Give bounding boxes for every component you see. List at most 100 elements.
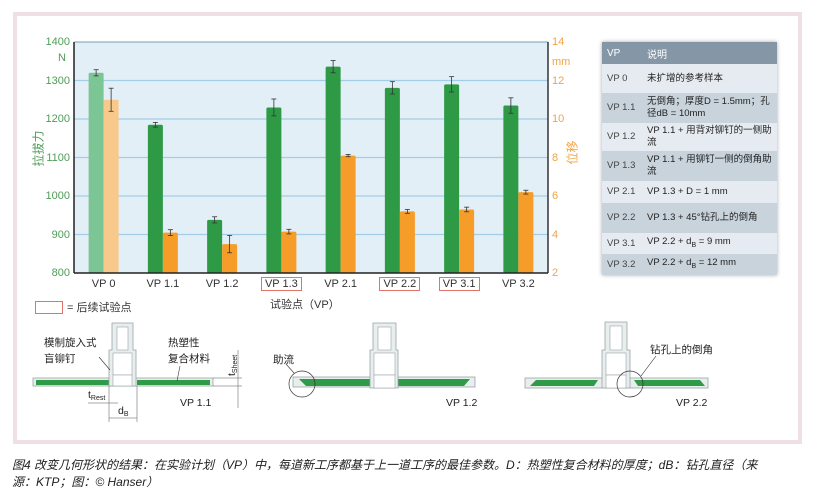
rivet-label-line2: 盲铆钉 — [44, 352, 76, 365]
row-desc: VP 1.1 + 用背对铆钉的一侧助流 — [642, 123, 777, 151]
rivet-inner-top — [116, 326, 129, 351]
material-leader-line — [176, 365, 181, 382]
table-row: VP 3.1 VP 2.2 + dB = 9 mm — [602, 233, 777, 254]
x-tick-label: VP 3.2 — [501, 278, 535, 290]
rivet-inner-bottom — [373, 374, 396, 389]
row-desc: VP 1.1 + 用铆钉一侧的倒角助流 — [642, 151, 777, 181]
right-tick-label: 2 — [552, 267, 559, 279]
x-tick-label: VP 1.3 — [253, 277, 309, 291]
left-tick-label: 1000 — [45, 190, 70, 202]
figure-caption: 图4 改变几何形状的结果：在实验计划（VP）中，每道新工序都基于上一道工序的最佳… — [12, 457, 804, 491]
row-vp: VP 2.2 — [602, 203, 642, 233]
right-tick-label: 10 — [552, 113, 565, 125]
row-vp: VP 3.2 — [602, 254, 642, 275]
desc-subscript: B — [691, 262, 697, 270]
x-tick-label: VP 3.1 — [431, 277, 487, 291]
row-vp: VP 3.1 — [602, 233, 642, 254]
desc-text: = 9 mm — [696, 235, 731, 247]
vp-1-1-label: VP 1.1 — [180, 397, 211, 409]
left-tick-label: 800 — [51, 267, 70, 279]
left-tick-label: 1300 — [45, 74, 70, 87]
rivet-inner-mid — [605, 352, 627, 376]
material-label-line1: 热塑性 — [168, 336, 200, 349]
rivet-inner-mid — [373, 352, 396, 376]
desc-subscript: B — [691, 241, 697, 249]
x-axis-label: 试验点（VP） — [270, 299, 340, 311]
flow-label: 助流 — [273, 353, 294, 366]
t-rest-label: tRest — [88, 389, 105, 402]
vp-1-2-label: VP 1.2 — [446, 397, 477, 409]
row-vp: VP 1.3 — [602, 151, 642, 181]
right-tick-label: 4 — [552, 228, 559, 241]
x-tick-label: VP 2.2 — [372, 277, 428, 291]
composite-left — [299, 379, 370, 386]
table-row: VP 3.2 VP 2.2 + dB = 12 mm — [602, 254, 777, 275]
desc-text: = 12 mm — [696, 256, 737, 268]
row-vp: VP 2.1 — [602, 181, 642, 203]
pull-force-bar — [88, 72, 104, 273]
row-desc: 无倒角；厚度D = 1.5mm；孔径dB = 10mm — [642, 93, 777, 123]
table-row: VP 1.1 无倒角；厚度D = 1.5mm；孔径dB = 10mm — [602, 93, 777, 123]
rivet-leader-line — [98, 356, 111, 371]
table-row: VP 1.3 VP 1.1 + 用铆钉一侧的倒角助流 — [602, 151, 777, 181]
x-tick-label: VP 1.2 — [205, 278, 239, 290]
table-header-vp: VP — [602, 42, 642, 64]
pull-force-bar — [444, 84, 460, 273]
left-tick-label: 1100 — [46, 151, 70, 164]
chamfer-label: 钻孔上的倒角 — [650, 343, 713, 356]
displacement-bar — [281, 231, 297, 273]
pull-force-bar — [503, 105, 519, 274]
table-row: VP 2.1 VP 1.3 + D = 1 mm — [602, 181, 777, 203]
vp-table: VP 说明 VP 0 未扩增的参考样本 VP 1.1 无倒角；厚度D = 1.5… — [602, 42, 777, 275]
material-label-line2: 复合材料 — [168, 352, 210, 365]
displacement-bar — [459, 209, 475, 273]
table-header-desc: 说明 — [642, 42, 777, 64]
pull-force-bar — [384, 87, 400, 273]
row-desc: VP 1.3 + 45°钻孔上的倒角 — [642, 203, 777, 233]
table-row: VP 2.2 VP 1.3 + 45°钻孔上的倒角 — [602, 203, 777, 233]
left-tick-label: 1400 — [45, 36, 70, 48]
right-axis-unit: mm — [552, 56, 571, 68]
rivet-label-line1: 模制旋入式 — [44, 336, 97, 349]
right-tick-label: 12 — [552, 74, 565, 87]
displacement-bar — [222, 244, 238, 273]
x-tick-label: VP 0 — [91, 278, 116, 290]
d-b-label: dB — [118, 405, 129, 418]
desc-text: VP 2.2 + d — [647, 256, 692, 268]
row-vp: VP 0 — [602, 64, 642, 93]
left-tick-label: 1200 — [45, 113, 70, 125]
desc-text: VP 2.2 + d — [647, 235, 692, 247]
left-tick-label: 900 — [51, 228, 70, 241]
rivet-inner-top — [377, 326, 392, 351]
composite-right — [634, 380, 705, 386]
caption-line-2: 源：KTP；图：© Hanser） — [12, 475, 159, 489]
rivet-inner-bottom — [112, 374, 133, 387]
row-vp: VP 1.1 — [602, 93, 642, 123]
row-vp: VP 1.2 — [602, 123, 642, 151]
displacement-bar — [399, 211, 415, 273]
t-sheet-label: tSheet — [226, 355, 239, 376]
composite-left — [36, 380, 109, 385]
pull-force-bar — [325, 66, 341, 273]
flow-detail-circle — [288, 370, 316, 398]
displacement-bar — [518, 192, 534, 273]
row-desc: VP 2.2 + dB = 9 mm — [642, 233, 777, 254]
right-tick-label: 8 — [552, 151, 559, 164]
diagram-vp-1-1: 模制旋入式 盲铆钉 热塑性 复合材料 tSheet tRest dB VP 1.… — [32, 322, 242, 422]
bars — [88, 60, 534, 274]
diagram-vp-2-2: 钻孔上的倒角 VP 2.2 — [524, 321, 713, 409]
rivet-inner-bottom — [605, 374, 627, 389]
legend-highlight-box — [35, 301, 63, 314]
x-tick-label: VP 2.1 — [324, 278, 358, 290]
rivet-inner-top — [609, 325, 623, 351]
left-axis-unit: N — [58, 52, 66, 64]
diagram-vp-1-2: 助流 VP 1.2 — [273, 322, 477, 409]
bar-chart — [73, 41, 549, 274]
right-tick-label: 6 — [552, 190, 559, 202]
caption-line-1: 图4 改变几何形状的结果：在实验计划（VP）中，每道新工序都基于上一道工序的最佳… — [12, 458, 758, 472]
row-desc: VP 1.3 + D = 1 mm — [642, 181, 777, 203]
pull-force-bar — [147, 124, 163, 274]
chamfer-leader-line — [640, 355, 657, 377]
table-row: VP 1.2 VP 1.1 + 用背对铆钉的一侧助流 — [602, 123, 777, 151]
x-tick-label: VP 1.1 — [146, 278, 180, 290]
